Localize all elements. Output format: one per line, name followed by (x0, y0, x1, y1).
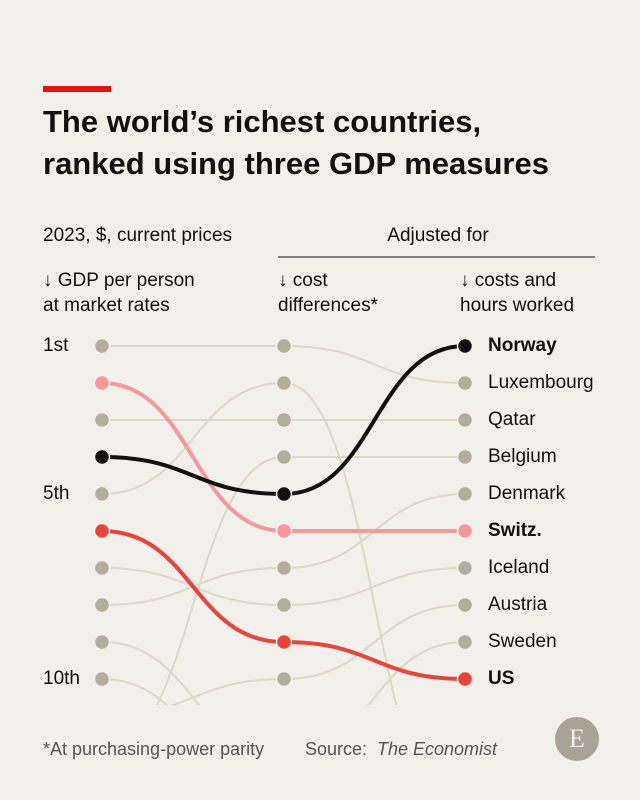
logo-badge (555, 717, 599, 761)
dots (93, 337, 474, 688)
rank-dot (275, 633, 293, 651)
rank-dot (93, 559, 111, 577)
rank-dot (93, 522, 111, 540)
rank-dot (93, 670, 111, 688)
source: The Economist (377, 739, 498, 759)
source-label: Source: (305, 739, 367, 759)
rank-dot (275, 670, 293, 688)
rank-dot (456, 485, 474, 503)
rank-dot (275, 522, 293, 540)
rank-dot (456, 522, 474, 540)
series-line (155, 455, 465, 705)
series-label: Austria (488, 594, 548, 615)
logo: E (569, 724, 585, 753)
series-line (101, 344, 466, 497)
rank-dot (456, 448, 474, 466)
rank-dot (93, 448, 111, 466)
column-header: ↓ cost differences* (278, 270, 379, 316)
series-label: Belgium (488, 446, 557, 467)
rank-dot (93, 633, 111, 651)
series-label: Switz. (488, 520, 542, 541)
column-header: ↓ costs and hours worked (460, 270, 574, 316)
rank-dot (275, 337, 293, 355)
rank-dot (275, 559, 293, 577)
series-label: US (488, 668, 514, 689)
rank-dot (93, 374, 111, 392)
rank-dot (456, 670, 474, 688)
rank-dot (275, 485, 293, 503)
column-header: ↓ GDP per person at market rates (43, 270, 195, 316)
accent-bar (43, 86, 111, 92)
series-label: Iceland (488, 557, 549, 578)
rank-dot (93, 411, 111, 429)
rank-dot (456, 337, 474, 355)
chart-title: The world’s richest countries, ranked usi… (43, 104, 549, 181)
rank-dot (456, 559, 474, 577)
rank-dot (275, 448, 293, 466)
y-tick-label: 5th (43, 483, 69, 504)
series-label: Norway (488, 335, 557, 356)
rank-dot (93, 596, 111, 614)
footnote: *At purchasing-power parity (43, 739, 264, 759)
series-label: Sweden (488, 631, 557, 652)
rank-dot (275, 596, 293, 614)
series-label: Qatar (488, 409, 536, 430)
rank-dot (93, 485, 111, 503)
rank-dot (456, 374, 474, 392)
subtitle: 2023, $, current prices (43, 225, 232, 246)
rank-dot (275, 411, 293, 429)
group-label: Adjusted for (387, 225, 489, 246)
series-label: Denmark (488, 483, 566, 504)
series-line (101, 381, 465, 534)
y-tick-label: 10th (43, 668, 80, 689)
series-line (101, 678, 168, 705)
series-label: Luxembourg (488, 372, 594, 393)
rank-dot (275, 374, 293, 392)
rank-dot (456, 633, 474, 651)
rank-dot (456, 411, 474, 429)
rank-dot (456, 596, 474, 614)
y-tick-label: 1st (43, 335, 69, 356)
series-line (101, 381, 398, 705)
rank-dot (93, 337, 111, 355)
